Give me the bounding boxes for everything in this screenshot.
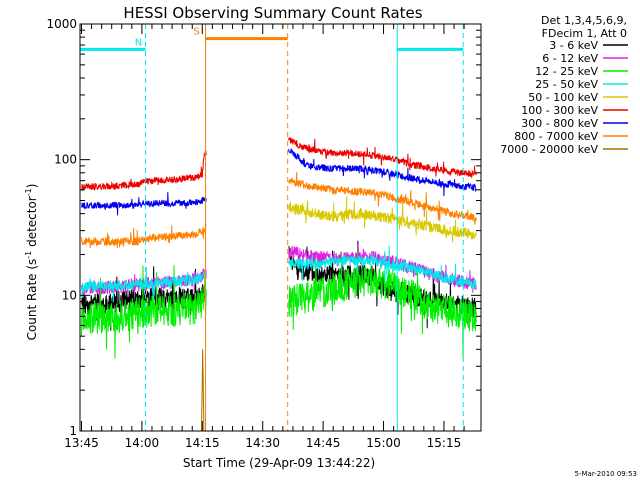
chart-title: HESSI Observing Summary Count Rates: [123, 4, 422, 22]
series-line-9: [201, 349, 205, 432]
plot-area: NS: [80, 24, 477, 432]
plot-frame: [79, 23, 482, 432]
legend-label-8: 800 - 7000 keV: [514, 130, 598, 143]
x-tick-label-4: 14:30: [245, 436, 280, 450]
mode-bar-label-2: S: [193, 27, 199, 38]
y-axis-label: Count Rate (s-1 detector-1): [24, 184, 39, 341]
x-tick-label-2: 14:00: [125, 436, 160, 450]
legend-label-9: 7000 - 20000 keV: [500, 143, 598, 156]
legend: Det 1,3,4,5,6,9, FDecim 1, Att 0 3 - 6 k…: [500, 14, 628, 156]
legend-label-1: 3 - 6 keV: [549, 39, 598, 52]
legend-label-5: 50 - 100 keV: [528, 91, 598, 104]
x-tick-label-5: 14:45: [306, 436, 341, 450]
y-tick-label-1: 1: [69, 424, 77, 438]
legend-header-line-1: Det 1,3,4,5,6,9,: [541, 14, 627, 27]
y-tick-label-3: 100: [54, 153, 77, 167]
x-axis-label: Start Time (29-Apr-09 13:44:22): [183, 456, 375, 470]
series-line-5: [288, 196, 477, 243]
legend-label-6: 100 - 300 keV: [521, 104, 598, 117]
legend-header-line-2: FDecim 1, Att 0: [542, 27, 627, 40]
series-line-4: [81, 245, 477, 303]
y-tick-label-2: 10: [62, 288, 77, 302]
mode-bar-label-1: N: [135, 37, 142, 48]
x-tick-label-6: 15:00: [366, 436, 401, 450]
series-line-3: [81, 251, 477, 359]
series-line-7: [81, 148, 477, 216]
series-line-8: [81, 172, 477, 249]
x-tick-label-1: 13:45: [64, 436, 99, 450]
legend-label-4: 25 - 50 keV: [535, 78, 598, 91]
x-tick-label-7: 15:15: [427, 436, 462, 450]
legend-label-3: 12 - 25 keV: [535, 65, 598, 78]
axes: 13:45 14:00 14:15 14:30 14:45 15:00 15:15 1 10 10…: [46, 17, 482, 450]
x-tick-label-3: 14:15: [185, 436, 220, 450]
y-tick-label-4: 1000: [46, 17, 77, 31]
legend-label-2: 6 - 12 keV: [542, 52, 598, 65]
series-line-6: [81, 137, 477, 192]
legend-label-7: 300 - 800 keV: [521, 117, 598, 130]
footer-timestamp: 5-Mar-2010 09:53: [575, 470, 637, 478]
